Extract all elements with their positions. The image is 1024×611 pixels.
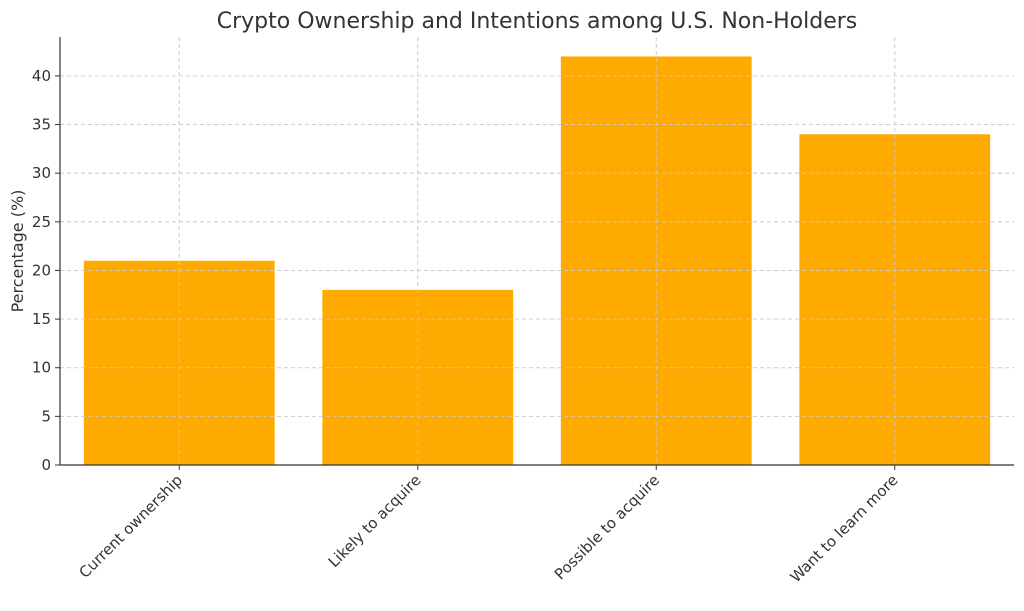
x-tick-label: Want to learn more (787, 471, 902, 586)
y-tick-label: 40 (32, 67, 51, 85)
y-tick-label: 20 (32, 261, 51, 279)
y-tick-label: 5 (41, 407, 51, 425)
x-tick-label: Current ownership (75, 471, 186, 582)
y-tick-label: 30 (32, 164, 51, 182)
y-tick-label: 15 (32, 310, 51, 328)
y-tick-label: 35 (32, 116, 51, 134)
y-tick-label: 0 (41, 456, 51, 474)
chart-title: Crypto Ownership and Intentions among U.… (217, 9, 858, 34)
y-tick-label: 10 (32, 359, 51, 377)
x-tick-label: Likely to acquire (325, 471, 425, 571)
x-ticks: Current ownership Likely to acquire Possib… (75, 465, 902, 586)
axes (59, 37, 1014, 466)
y-ticks: 0 5 10 15 20 25 30 35 40 (32, 67, 60, 474)
y-axis-label: Percentage (%) (8, 190, 27, 313)
x-tick-label: Possible to acquire (551, 471, 663, 583)
y-tick-label: 25 (32, 213, 51, 231)
bars (60, 37, 1014, 466)
